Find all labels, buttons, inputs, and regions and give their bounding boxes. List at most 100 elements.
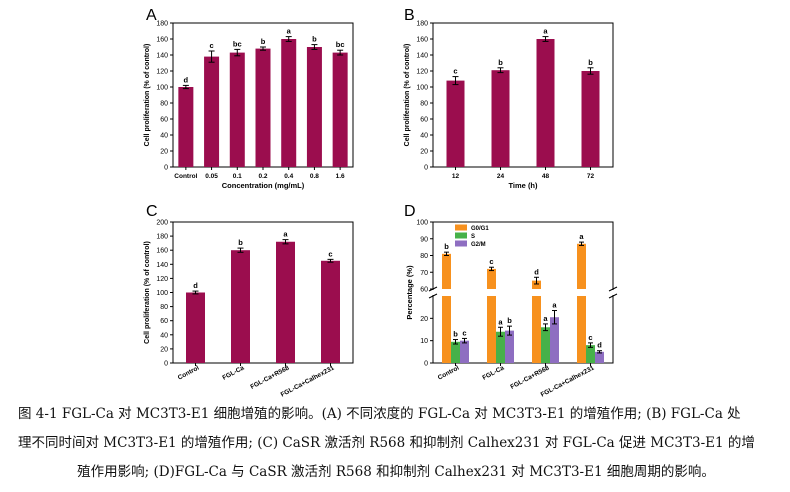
y-axis-label: Cell proliferation (% of control) — [144, 241, 151, 344]
significance-letter: b — [312, 35, 317, 44]
chart-c: 0 20 40 60 80 100 120 140 160 180 200 d Control b FGL-… — [144, 220, 354, 399]
legend-label: S — [471, 234, 475, 240]
y-tick-label: 90 — [420, 236, 428, 243]
significance-letter: b — [444, 242, 449, 251]
significance-letter: b — [238, 238, 243, 247]
y-tick-label: 60 — [420, 287, 428, 294]
significance-letter: b — [588, 58, 593, 67]
y-tick-label: 20 — [420, 316, 428, 323]
bar-G0/G1-FGL-Ca — [487, 268, 496, 289]
y-axis-label: Cell proliferation (% of control) — [144, 44, 151, 147]
y-tick-label: 160 — [416, 37, 428, 44]
y-tick-label: 100 — [156, 85, 168, 92]
significance-letter: c — [489, 257, 493, 266]
significance-letter: c — [453, 67, 457, 76]
bar-Control — [186, 292, 205, 363]
bar-12 — [446, 80, 465, 167]
significance-letter: c — [209, 41, 213, 50]
x-tick-label: 72 — [587, 173, 595, 180]
plot-frame — [432, 22, 614, 168]
y-tick-label: 180 — [416, 21, 428, 28]
y-tick-label: 0 — [164, 165, 168, 172]
legend-swatch-G2/M — [455, 240, 467, 247]
axis-break-mark — [428, 293, 438, 299]
bar-S-FGL-Ca+Calhex231 — [586, 345, 595, 363]
panel-label-d: D — [404, 203, 416, 220]
x-tick-label: 24 — [497, 173, 505, 180]
significance-letter: c — [462, 328, 466, 337]
y-tick-label: 80 — [420, 253, 428, 260]
y-tick-label: 0 — [424, 361, 428, 368]
caption-line-3: 殖作用影响; (D)FGL-Ca 与 CaSR 激活剂 R568 和抑制剂 Ca… — [77, 464, 715, 480]
y-tick-label: 0 — [424, 165, 428, 172]
legend-swatch-G0/G1 — [455, 224, 467, 231]
y-tick-label: 60 — [160, 117, 168, 124]
y-tick-label: 40 — [160, 332, 168, 339]
significance-letter: d — [184, 75, 189, 84]
y-tick-label: 120 — [156, 276, 168, 283]
x-tick-label: FGL-Ca+R568 — [249, 364, 290, 390]
axis-break-gap — [427, 290, 619, 295]
bar-G0/G1-Control — [442, 253, 451, 289]
x-tick-label: Control — [437, 364, 461, 381]
y-axis-label: Cell proliferation (% of control) — [404, 44, 411, 147]
y-tick-label: 10 — [420, 338, 428, 345]
bar-G0/G1-Control-lower — [442, 296, 451, 363]
bar-S-Control — [451, 341, 460, 363]
y-tick-label: 180 — [156, 21, 168, 28]
bar-S-FGL-Ca+R568 — [541, 327, 550, 363]
significance-letter: a — [283, 230, 288, 239]
y-tick-label: 80 — [420, 101, 428, 108]
bar-G0/G1-FGL-Ca+Calhex231 — [577, 243, 586, 289]
significance-letter: a — [287, 27, 292, 36]
x-axis-label: Time (h) — [508, 181, 538, 190]
bar-0.1 — [229, 52, 245, 167]
bar-G2/M-Control — [460, 340, 469, 363]
figure-caption: 图 4-1 FGL-Ca 对 MC3T3-E1 细胞增殖的影响。(A) 不同浓度… — [18, 400, 774, 487]
significance-letter: d — [534, 267, 539, 276]
bar-24 — [491, 70, 510, 167]
bar-FGL-Ca+R568 — [276, 241, 295, 363]
significance-letter: a — [552, 301, 557, 310]
bar-G0/G1-FGL-Ca+R568 — [532, 280, 541, 289]
bar-FGL-Ca+Calhex231 — [321, 260, 340, 363]
y-tick-label: 140 — [156, 262, 168, 269]
caption-line-1: 图 4-1 FGL-Ca 对 MC3T3-E1 细胞增殖的影响。(A) 不同浓度… — [18, 406, 741, 422]
y-tick-label: 80 — [160, 304, 168, 311]
y-tick-label: 140 — [416, 53, 428, 60]
bar-G2/M-FGL-Ca+R568 — [550, 317, 559, 363]
legend-label: G0/G1 — [471, 226, 489, 232]
x-tick-label: Control — [177, 364, 201, 381]
panel-label-a: A — [146, 7, 157, 24]
bar-0.05 — [204, 56, 220, 167]
bar-G0/G1-FGL-Ca+R568-lower — [532, 296, 541, 363]
y-tick-label: 40 — [420, 133, 428, 140]
y-tick-label: 100 — [416, 220, 428, 227]
y-tick-label: 120 — [416, 69, 428, 76]
x-tick-label: 0.05 — [205, 173, 218, 180]
y-tick-label: 20 — [420, 149, 428, 156]
x-tick-label: FGL-Ca — [481, 364, 505, 381]
significance-letter: b — [498, 58, 503, 67]
significance-letter: c — [328, 249, 332, 258]
x-tick-label: 12 — [452, 173, 460, 180]
significance-letter: c — [588, 333, 592, 342]
bar-Control — [178, 87, 194, 167]
significance-letter: bc — [233, 39, 242, 48]
panel-label-c: C — [146, 203, 158, 220]
bar-0.2 — [255, 48, 271, 167]
bar-G2/M-FGL-Ca — [505, 330, 514, 363]
bar-0.4 — [281, 39, 297, 167]
y-tick-label: 20 — [160, 149, 168, 156]
y-tick-label: 160 — [156, 248, 168, 255]
y-tick-label: 20 — [160, 346, 168, 353]
significance-letter: a — [543, 314, 548, 323]
y-tick-label: 100 — [416, 85, 428, 92]
x-tick-label: Control — [174, 173, 197, 180]
axis-break-mark — [608, 286, 618, 292]
significance-letter: a — [579, 232, 584, 241]
y-tick-label: 160 — [156, 37, 168, 44]
chart-a: 0 20 40 60 80 100 120 140 160 180 d Control c 0.05 bc 0… — [144, 21, 354, 190]
significance-letter: d — [597, 341, 602, 350]
